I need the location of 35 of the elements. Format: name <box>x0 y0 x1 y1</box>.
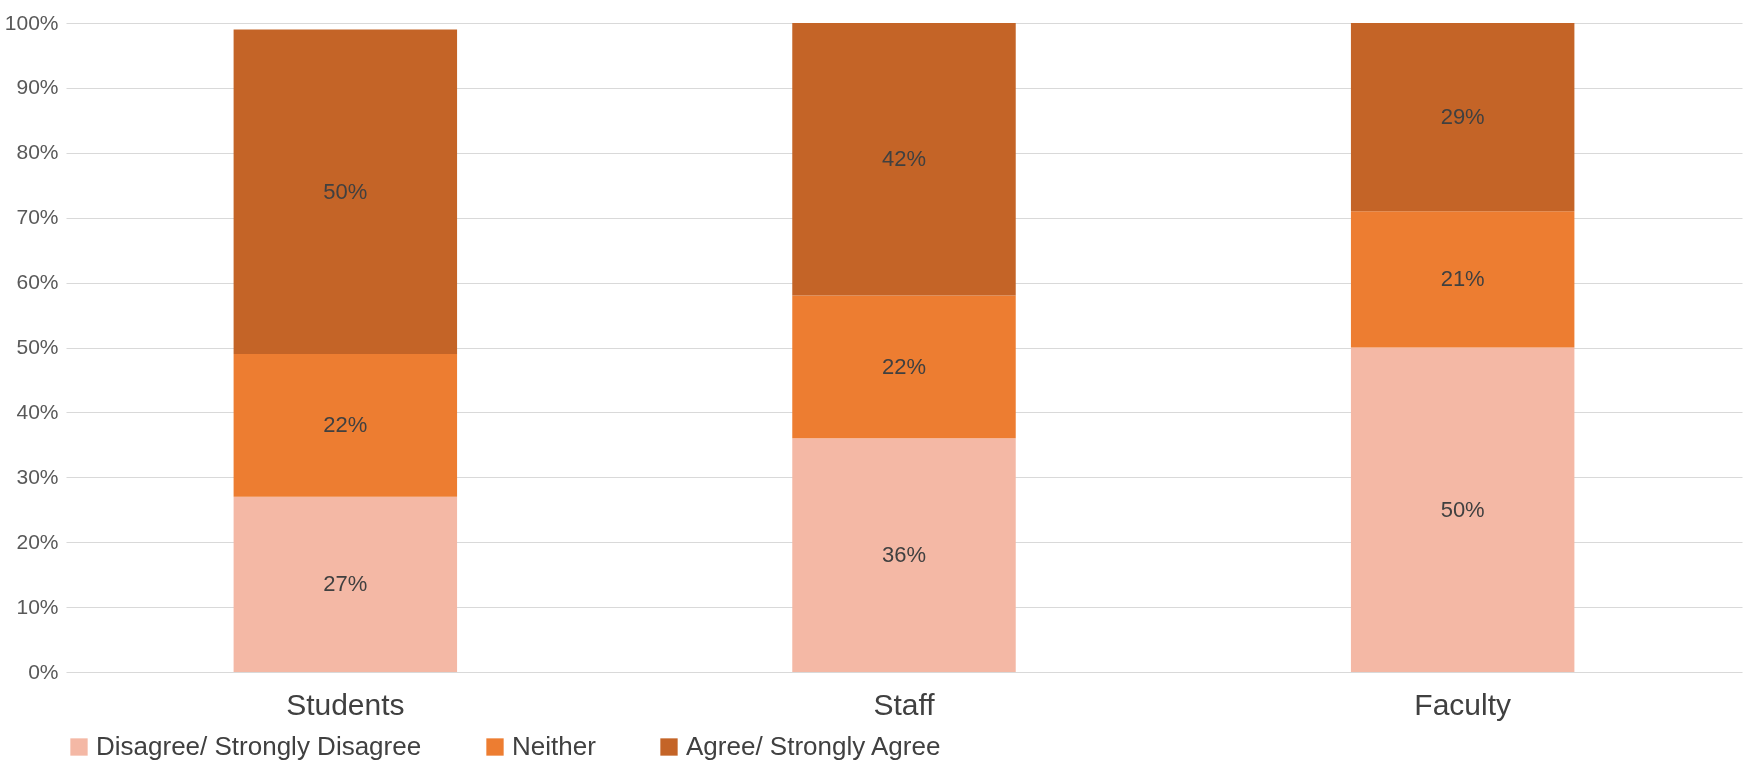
data-label: 22% <box>323 412 368 438</box>
bar <box>1350 347 1575 672</box>
y-tick-label: 40% <box>16 399 59 423</box>
y-tick-label: 30% <box>16 464 59 488</box>
x-tick-label: Students <box>286 687 405 721</box>
bar <box>233 353 458 497</box>
legend-label: Disagree/ Strongly Disagree <box>96 731 422 761</box>
bar <box>233 29 458 354</box>
x-tick-label: Staff <box>873 687 936 721</box>
y-tick-label: 60% <box>16 270 59 294</box>
y-tick-label: 10% <box>16 594 59 618</box>
data-label: 36% <box>881 542 927 568</box>
data-label: 50% <box>323 178 368 204</box>
data-label: 42% <box>881 146 927 172</box>
y-tick-label: 80% <box>16 140 59 164</box>
bar <box>1350 23 1575 212</box>
data-label: 50% <box>1440 496 1485 522</box>
y-tick-label: 100% <box>4 10 59 34</box>
data-label: 29% <box>1440 104 1485 130</box>
y-tick-label: 90% <box>16 75 59 99</box>
y-tick-label: 70% <box>16 205 59 229</box>
bar <box>233 496 458 672</box>
y-tick-label: 20% <box>16 529 59 553</box>
y-tick-label: 50% <box>16 335 59 358</box>
bar <box>792 295 1016 439</box>
x-tick-label: Faculty <box>1414 687 1512 721</box>
data-label: 27% <box>323 571 368 597</box>
bar <box>792 438 1016 672</box>
bar <box>1350 211 1575 348</box>
data-label: 22% <box>881 353 927 379</box>
legend-label: Neither <box>512 731 597 761</box>
data-label: 21% <box>1440 266 1485 292</box>
legend-label: Agree/ Strongly Agree <box>686 731 941 761</box>
bar <box>792 23 1016 296</box>
y-tick-label: 0% <box>28 659 59 683</box>
